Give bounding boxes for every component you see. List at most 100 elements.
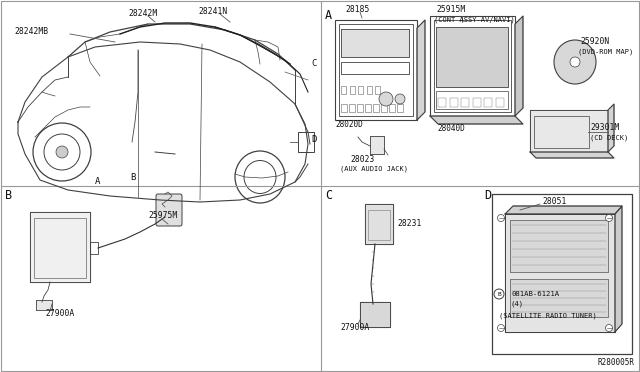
Text: 28185: 28185 (345, 6, 369, 15)
Bar (335, 20, 417, 120)
Text: A: A (325, 9, 332, 22)
Text: 25975M: 25975M (148, 212, 177, 221)
Bar (473, 98, 481, 107)
Text: B: B (497, 292, 501, 296)
Bar (357, 104, 363, 112)
Text: 27900A: 27900A (45, 310, 74, 318)
Text: (CONT ASSY-AV/NAVI): (CONT ASSY-AV/NAVI) (434, 17, 515, 23)
Bar (373, 104, 379, 112)
Text: C: C (311, 60, 316, 68)
Bar (341, 62, 409, 74)
Bar (339, 24, 413, 116)
Text: 28051: 28051 (543, 198, 567, 206)
Bar (370, 136, 384, 154)
Bar (36, 300, 52, 310)
Polygon shape (530, 152, 614, 158)
Ellipse shape (379, 92, 393, 106)
Polygon shape (417, 20, 425, 120)
Bar (530, 110, 608, 152)
Text: 25915M: 25915M (436, 6, 465, 15)
Text: (4): (4) (511, 301, 524, 307)
Bar (360, 302, 390, 327)
Ellipse shape (605, 215, 612, 221)
Ellipse shape (44, 134, 80, 170)
Text: 28023: 28023 (350, 155, 374, 164)
Bar (461, 98, 469, 107)
Text: C: C (325, 189, 332, 202)
Bar (368, 210, 390, 240)
Bar (510, 220, 608, 272)
Text: D: D (311, 135, 316, 144)
Bar (360, 302, 390, 327)
Ellipse shape (244, 160, 276, 193)
Text: B: B (130, 173, 136, 183)
Text: 081AB-6121A: 081AB-6121A (511, 291, 559, 297)
Ellipse shape (554, 40, 596, 84)
Bar (450, 98, 458, 107)
Bar (510, 279, 608, 317)
Bar (505, 214, 615, 332)
FancyBboxPatch shape (156, 194, 182, 226)
Text: 28241N: 28241N (198, 6, 227, 16)
Bar (389, 104, 395, 112)
Text: D: D (484, 189, 491, 202)
Text: 28231: 28231 (397, 219, 421, 228)
Ellipse shape (570, 57, 580, 67)
Bar (510, 279, 608, 317)
Bar (34, 218, 86, 278)
Text: A: A (95, 177, 100, 186)
Bar (436, 91, 508, 109)
Ellipse shape (33, 123, 91, 181)
Polygon shape (515, 16, 523, 116)
Bar (90, 242, 98, 254)
Polygon shape (505, 206, 622, 214)
Bar (341, 29, 409, 57)
Ellipse shape (56, 146, 68, 158)
Polygon shape (608, 104, 614, 152)
Bar (30, 212, 90, 282)
Polygon shape (615, 206, 622, 332)
Bar (341, 86, 346, 94)
Text: 28020D: 28020D (335, 120, 363, 129)
Bar (36, 300, 52, 310)
Bar (492, 194, 632, 354)
Bar (505, 214, 615, 332)
Ellipse shape (497, 324, 504, 331)
Ellipse shape (497, 215, 504, 221)
Bar (496, 98, 504, 107)
Bar (349, 86, 355, 94)
Text: (DVD-ROM MAP): (DVD-ROM MAP) (578, 49, 633, 55)
Bar (484, 98, 492, 107)
Bar (298, 132, 314, 152)
Bar (397, 104, 403, 112)
Bar (30, 212, 90, 282)
Text: R280005R: R280005R (598, 358, 635, 367)
Text: (SATELLITE RADIO TUNER): (SATELLITE RADIO TUNER) (499, 313, 596, 319)
Ellipse shape (395, 94, 405, 104)
Bar (365, 204, 393, 244)
Bar (438, 98, 446, 107)
Text: B: B (5, 189, 12, 202)
Polygon shape (430, 116, 523, 124)
Text: 28242M: 28242M (128, 10, 157, 19)
Text: (CD DECK): (CD DECK) (590, 135, 628, 141)
Ellipse shape (235, 151, 285, 203)
Bar (341, 104, 347, 112)
Bar (510, 220, 608, 272)
Bar (358, 86, 363, 94)
Bar (341, 29, 409, 57)
Bar (430, 16, 515, 116)
Bar (436, 27, 508, 87)
Ellipse shape (605, 324, 612, 331)
Text: 27900A: 27900A (340, 324, 369, 333)
Ellipse shape (494, 289, 504, 299)
Text: 29301M: 29301M (590, 122, 620, 131)
Bar (365, 104, 371, 112)
Bar (534, 116, 589, 148)
Bar (365, 204, 393, 244)
Bar (370, 136, 384, 154)
Text: 25920N: 25920N (580, 38, 609, 46)
Text: 28040D: 28040D (437, 124, 465, 133)
Bar (375, 86, 380, 94)
Bar (367, 86, 371, 94)
